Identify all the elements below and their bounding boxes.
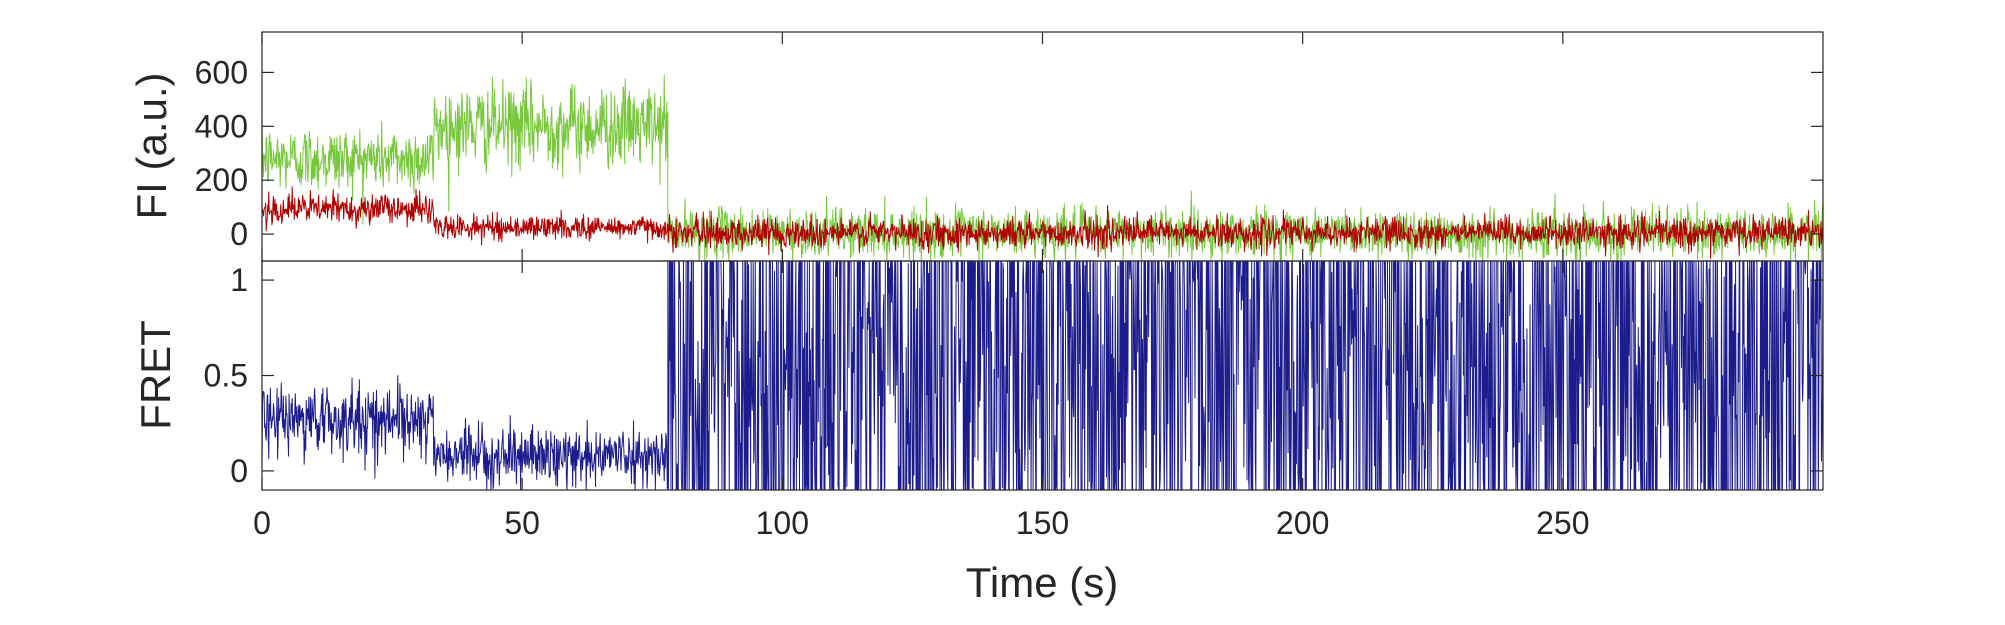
x-tick-label: 150 <box>1016 505 1069 541</box>
x-tick-label: 250 <box>1536 505 1589 541</box>
x-tick-label: 100 <box>756 505 809 541</box>
fret-panel: 00.51 0 50 100 150 200 250 FRET Time (s) <box>132 260 1824 606</box>
intensity-trace-0 <box>261 74 1824 262</box>
fret-y-ticks: 00.51 <box>204 262 1823 489</box>
intensity-panel: 0 200 400 600 FI (a.u.) <box>128 31 1824 262</box>
y-tick-label: 400 <box>195 108 248 144</box>
y-tick-label: 200 <box>195 162 248 198</box>
fret-series-group <box>261 260 1824 491</box>
x-tick-label: 200 <box>1276 505 1329 541</box>
intensity-trace-1 <box>261 186 1824 259</box>
x-tick-label: 50 <box>504 505 540 541</box>
time-x-axis-title: Time (s) <box>966 559 1118 606</box>
y-tick-label: 0.5 <box>204 358 248 394</box>
fret-y-axis-title: FRET <box>132 320 179 430</box>
intensity-y-ticks: 0 200 400 600 <box>195 32 1823 261</box>
intensity-series-group <box>261 74 1824 262</box>
fret-trace-0 <box>261 260 1824 491</box>
y-tick-label: 1 <box>230 262 248 298</box>
time-x-ticks: 0 50 100 150 200 250 <box>253 261 1590 541</box>
x-tick-label: 0 <box>253 505 271 541</box>
intensity-y-axis-title: FI (a.u.) <box>128 72 175 219</box>
y-tick-label: 0 <box>230 216 248 252</box>
y-tick-label: 600 <box>195 54 248 90</box>
y-tick-label: 0 <box>230 453 248 489</box>
